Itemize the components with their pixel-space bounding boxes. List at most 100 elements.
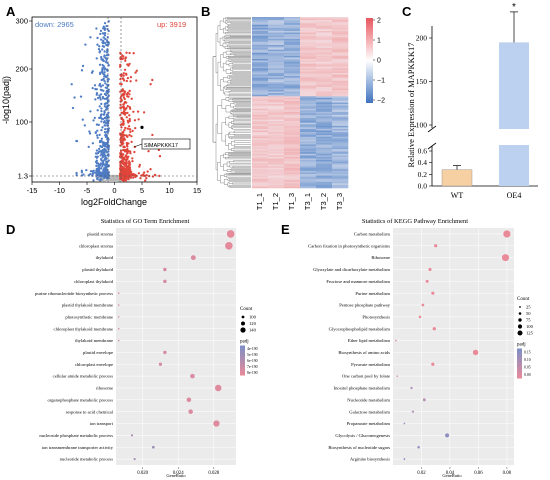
heatmap-cell <box>252 60 269 63</box>
heatmap-cell <box>300 54 317 57</box>
heatmap-cell <box>252 34 269 36</box>
heatmap-cell <box>300 178 317 181</box>
heatmap-cell <box>268 102 285 105</box>
heatmap-cell <box>252 164 269 167</box>
heatmap-cell <box>284 133 301 136</box>
heatmap-cell <box>284 20 301 22</box>
volcano-point-up <box>124 59 127 62</box>
heatmap-cell <box>284 69 301 72</box>
heatmap-cell <box>332 146 349 148</box>
heatmap-cell <box>316 186 333 189</box>
heatmap-cell <box>268 55 285 58</box>
heatmap-cell <box>268 135 285 137</box>
heatmap-cell <box>316 167 333 170</box>
heatmap-cell <box>332 181 349 184</box>
heatmap-cell <box>300 166 317 169</box>
volcano-point-down <box>96 177 99 180</box>
volcano-point-down <box>96 109 99 112</box>
volcano-point-up <box>122 123 125 127</box>
volcano-point-down <box>75 139 78 143</box>
heatmap-cell <box>300 23 317 26</box>
volcano-point-down <box>102 25 105 28</box>
volcano-point-down <box>105 145 108 148</box>
volcano-point-up <box>128 119 131 123</box>
heatmap-cell <box>300 141 317 144</box>
heatmap-cell <box>284 178 301 181</box>
heatmap-cell <box>252 119 269 122</box>
heatmap-cell <box>284 66 301 69</box>
heatmap-cell <box>300 17 317 19</box>
bar-wt <box>441 169 473 187</box>
heatmap-cell <box>332 142 349 145</box>
volcano-point-up <box>121 57 124 60</box>
heatmap-cell <box>284 104 301 106</box>
volcano-point-down <box>104 164 107 167</box>
volcano-point-down <box>100 162 103 165</box>
heatmap-cell <box>332 85 349 88</box>
enrichment-dot <box>213 420 220 427</box>
heatmap-cell <box>316 144 333 147</box>
heatmap-cell <box>252 169 269 172</box>
heatmap-cell <box>316 128 333 131</box>
volcano-point-down <box>70 83 73 86</box>
heatmap-legend-label: 0 <box>377 58 381 65</box>
heatmap-cell <box>284 149 301 151</box>
heatmap-cell <box>316 146 333 148</box>
enrichment-dot <box>445 433 450 438</box>
heatmap-cell <box>252 23 269 26</box>
heatmap-cell <box>300 125 317 128</box>
term-label: Carbon metabolism <box>354 232 391 237</box>
heatmap-cell <box>332 127 349 130</box>
heatmap-cell <box>316 135 333 137</box>
volcano-point-up <box>138 165 141 168</box>
term-label: chloroplast thylakoid <box>74 279 114 284</box>
volcano-point-up <box>126 145 129 148</box>
volcano-point-up <box>122 158 125 161</box>
heatmap-cell <box>316 178 333 181</box>
volcano-point-up <box>134 126 137 130</box>
heatmap-cell <box>316 132 333 134</box>
volcano-point-down <box>103 169 106 172</box>
volcano-point-down <box>103 97 106 100</box>
heatmap-cell <box>268 72 285 75</box>
volcano-point-gene <box>140 125 144 129</box>
volcano-point-up <box>123 171 126 175</box>
heatmap-cell <box>300 136 317 139</box>
volcano-point-down <box>95 169 98 172</box>
heatmap-cell <box>284 96 301 99</box>
heatmap-cell <box>316 23 333 26</box>
enrichment-dot <box>226 230 235 238</box>
dot-xtick-label: 0.028 <box>208 471 219 476</box>
volcano-point-up <box>122 137 126 140</box>
volcano-point-down <box>105 39 109 42</box>
heatmap-cell <box>300 55 317 58</box>
heatmap-cell <box>332 23 349 26</box>
volcano-point-up <box>119 103 122 106</box>
heatmap-cell <box>252 121 269 124</box>
heatmap-cell <box>332 60 349 63</box>
heatmap-cell <box>300 110 317 113</box>
heatmap-cell <box>316 141 333 144</box>
volcano-point-up <box>130 140 133 144</box>
volcano-xtick-label: 5 <box>140 186 144 195</box>
heatmap-cell <box>316 66 333 69</box>
heatmap-cell <box>316 111 333 114</box>
heatmap-cell <box>268 69 285 72</box>
heatmap-cell <box>316 90 333 92</box>
volcano-point-up <box>121 131 124 134</box>
term-label: Galactose metabolism <box>349 409 390 414</box>
volcano-point-down <box>99 113 103 117</box>
heatmap-cell <box>252 77 269 80</box>
heatmap-cell <box>268 163 285 165</box>
heatmap-cell <box>300 94 317 97</box>
heatmap-cell <box>252 68 269 71</box>
volcano-point-down <box>103 147 106 150</box>
volcano-point-up <box>129 80 132 83</box>
heatmap-cell <box>268 119 285 122</box>
heatmap-cell <box>300 21 317 24</box>
heatmap-cell <box>300 183 317 186</box>
heatmap-cell <box>332 153 349 156</box>
volcano-point-up <box>142 111 146 114</box>
bar-break-gap <box>498 129 530 145</box>
heatmap-cell <box>300 138 317 141</box>
